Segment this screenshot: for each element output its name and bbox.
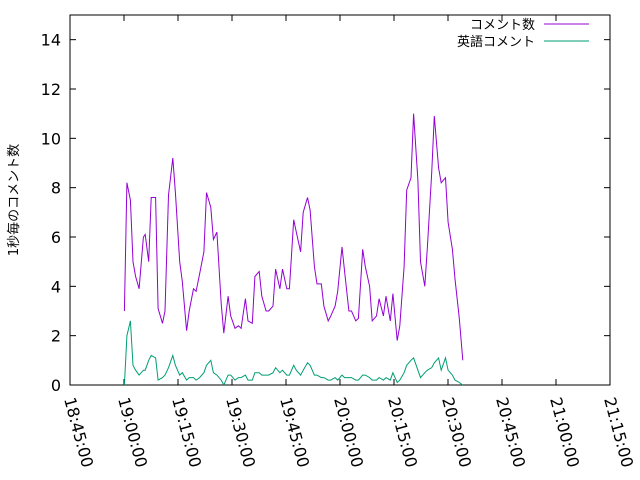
y-tick-label: 4 bbox=[51, 277, 61, 296]
x-tick-label: 21:15:00 bbox=[600, 395, 637, 469]
y-tick-label: 14 bbox=[41, 31, 61, 50]
x-tick-label: 19:15:00 bbox=[168, 395, 205, 469]
x-tick-label: 18:45:00 bbox=[60, 395, 97, 469]
x-tick-label: 19:00:00 bbox=[114, 395, 151, 469]
y-tick-label: 8 bbox=[51, 179, 61, 198]
y-tick-label: 6 bbox=[51, 228, 61, 247]
x-tick-label: 19:30:00 bbox=[222, 395, 259, 469]
series-line-2 bbox=[123, 320, 464, 387]
x-tick-label: 20:45:00 bbox=[492, 395, 529, 469]
x-tick-label: 20:00:00 bbox=[330, 395, 367, 469]
y-axis: 0 2 4 6 8 10 12 14 bbox=[41, 31, 610, 395]
y-tick-label: 10 bbox=[41, 129, 61, 148]
legend-label-2: 英語コメント bbox=[457, 34, 535, 50]
series-lines bbox=[123, 113, 464, 387]
y-axis-title: 1秒毎のコメント数 bbox=[6, 144, 22, 256]
y-tick-label: 0 bbox=[51, 376, 61, 395]
x-tick-label: 19:45:00 bbox=[276, 395, 313, 469]
legend-label-1: コメント数 bbox=[470, 18, 535, 33]
x-tick-label: 20:15:00 bbox=[384, 395, 421, 469]
y-tick-label: 12 bbox=[41, 80, 61, 99]
series-line-1 bbox=[123, 113, 464, 361]
y-tick-label: 2 bbox=[51, 327, 61, 346]
x-tick-label: 21:00:00 bbox=[546, 395, 583, 469]
x-tick-label: 20:30:00 bbox=[438, 395, 475, 469]
